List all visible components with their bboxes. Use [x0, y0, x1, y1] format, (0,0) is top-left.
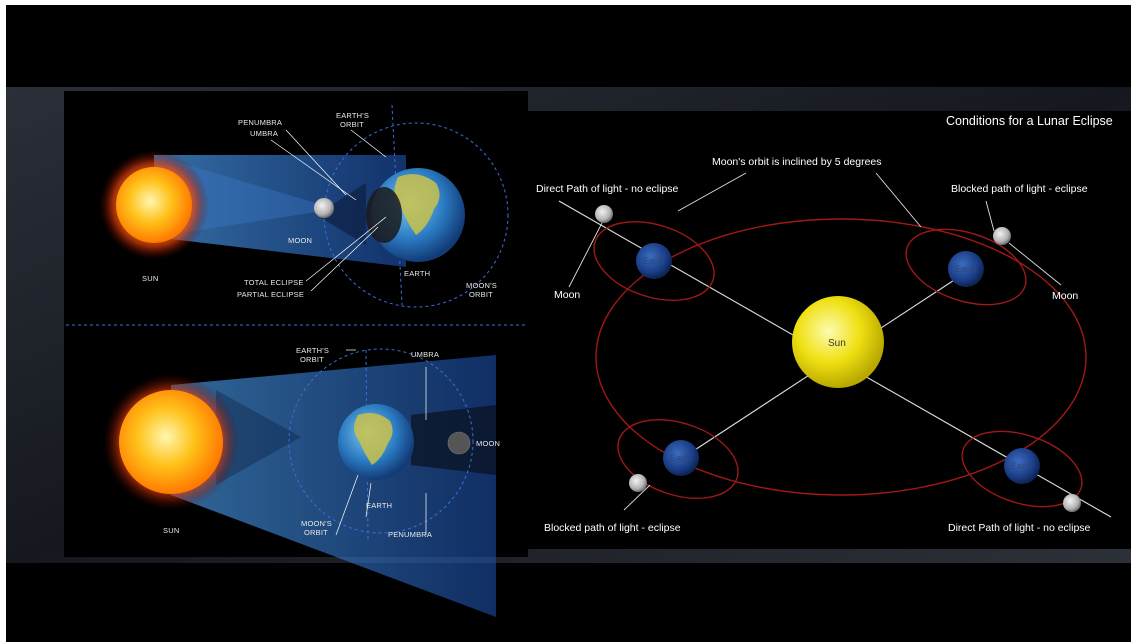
moon-bottom-right — [1063, 494, 1081, 512]
sun-label: Sun — [828, 338, 846, 349]
inclined-orbit-label: Moon's orbit is inclined by 5 degrees — [712, 156, 882, 168]
moons-orbit-label-2: ORBIT — [304, 528, 328, 537]
beam-crossing — [216, 390, 301, 485]
earth-shadow — [366, 187, 402, 243]
sun — [116, 167, 192, 243]
earth-label: EARTH — [404, 269, 430, 278]
moon — [447, 431, 471, 455]
earth-bottom-left — [663, 440, 699, 476]
light-beam — [154, 155, 406, 267]
moon-label: MOON — [476, 439, 500, 448]
umbra-label: UMBRA — [411, 350, 439, 359]
earth-landmass — [354, 413, 393, 465]
moons-orbit-label-1: MOON'S — [466, 281, 497, 290]
moon-orbit-top-left — [593, 221, 715, 301]
video-frame: PENUMBRA UMBRA EARTH'S ORBIT MOON SUN TO… — [6, 5, 1131, 642]
earths-orbit — [288, 348, 474, 534]
blocked-path-label-top: Blocked path of light - eclipse — [951, 183, 1088, 195]
earths-orbit-label-2: ORBIT — [340, 120, 364, 129]
sun-label: SUN — [163, 526, 179, 535]
moons-orbit-label-2: ORBIT — [469, 290, 493, 299]
earth-landmass — [394, 174, 440, 235]
penumbra-label: PENUMBRA — [388, 530, 432, 539]
moon-label: MOON — [288, 236, 312, 245]
sun-label: SUN — [142, 274, 158, 283]
moon-top-right — [993, 227, 1011, 245]
sun — [792, 296, 884, 388]
moon-label-right: Moon — [1052, 290, 1078, 302]
direct-path-label-bottom: Direct Path of light - no eclipse — [948, 522, 1091, 534]
diagram-title: Conditions for a Lunar Eclipse — [946, 114, 1113, 128]
moon-label-left: Moon — [554, 289, 580, 301]
moon-bottom-left — [629, 474, 647, 492]
total-eclipse-label: TOTAL ECLIPSE — [244, 278, 304, 287]
earth-label-bottom-right: Earth — [1011, 461, 1033, 471]
bottom-eclipse-diagram: EARTH'S ORBIT UMBRA MOON SUN EARTH MOON'… — [103, 346, 500, 617]
earths-orbit-label-1: EARTH'S — [336, 111, 369, 120]
moon-orbit-top-right — [905, 228, 1027, 306]
earth-top-right — [948, 251, 984, 287]
earth-label-top-right: Earth — [955, 264, 977, 274]
earth-top-left — [636, 243, 672, 279]
moon — [314, 198, 334, 218]
earths-orbit-label-1: EARTH'S — [296, 346, 329, 355]
top-eclipse-diagram: PENUMBRA UMBRA EARTH'S ORBIT MOON SUN TO… — [99, 104, 509, 308]
orbit-axis — [365, 349, 369, 541]
earth-label-bottom-left: Earth — [670, 453, 692, 463]
penumbra-label: PENUMBRA — [238, 118, 282, 127]
moon-top-left — [595, 205, 613, 223]
earth-bottom-right — [1004, 448, 1040, 484]
earth-orbit-around-sun — [595, 218, 1087, 496]
moon-orbit-bottom-left — [617, 419, 739, 499]
moon-orbit-bottom-right — [961, 430, 1083, 508]
earths-orbit-label-2: ORBIT — [300, 355, 324, 364]
blocked-path-label-bottom: Blocked path of light - eclipse — [544, 522, 681, 534]
earth-label-top-left: Earth — [643, 256, 665, 266]
earth-label: EARTH — [366, 501, 392, 510]
umbra-label: UMBRA — [250, 129, 278, 138]
partial-eclipse-label: PARTIAL ECLIPSE — [237, 290, 304, 299]
direct-path-label-top: Direct Path of light - no eclipse — [536, 183, 679, 195]
lunar-eclipse-conditions-diagram: Sun Earth Earth Earth Earth Direct Path … — [536, 156, 1112, 534]
sun — [119, 390, 223, 494]
lunar-eclipse-illustration: PENUMBRA UMBRA EARTH'S ORBIT MOON SUN TO… — [6, 87, 1131, 617]
moons-orbit-label-1: MOON'S — [301, 519, 332, 528]
